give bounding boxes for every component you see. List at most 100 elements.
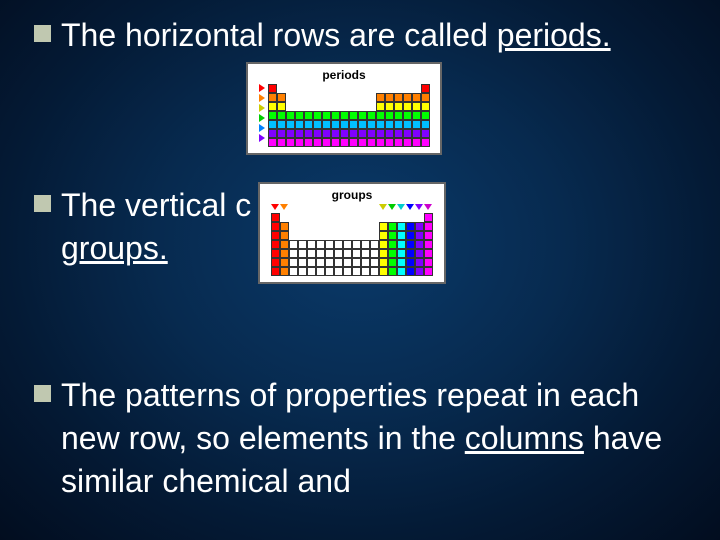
pt-cell xyxy=(385,111,394,120)
pt-cell xyxy=(277,138,286,147)
groups-grid-block xyxy=(271,204,433,276)
pt-cell xyxy=(406,231,415,240)
pt-cell xyxy=(376,138,385,147)
pt-row xyxy=(271,249,433,258)
pt-cell xyxy=(334,249,343,258)
pt-cell xyxy=(280,249,289,258)
pt-cell xyxy=(379,258,388,267)
pt-cell xyxy=(376,102,385,111)
pt-cell xyxy=(277,93,286,102)
pt-cell xyxy=(352,249,361,258)
pt-cell xyxy=(343,267,352,276)
arrow-down-icon xyxy=(397,204,405,210)
pt-cell xyxy=(379,249,388,258)
pt-cell xyxy=(340,129,349,138)
pt-cell xyxy=(322,84,331,93)
pt-cell xyxy=(361,240,370,249)
pt-cell xyxy=(313,102,322,111)
pt-cell xyxy=(406,249,415,258)
pt-row xyxy=(271,222,433,231)
pt-cell xyxy=(376,120,385,129)
pt-cell xyxy=(289,258,298,267)
pt-cell xyxy=(277,102,286,111)
pt-row xyxy=(268,111,430,120)
pt-cell xyxy=(406,222,415,231)
pt-cell xyxy=(424,258,433,267)
pt-cell xyxy=(358,102,367,111)
pt-cell xyxy=(289,222,298,231)
pt-cell xyxy=(325,231,334,240)
bullet-row: The horizontal rows are called periods. xyxy=(34,14,700,57)
pt-cell xyxy=(379,231,388,240)
pt-cell xyxy=(268,138,277,147)
pt-cell xyxy=(367,93,376,102)
pt-cell xyxy=(412,120,421,129)
pt-cell xyxy=(268,120,277,129)
pt-cell xyxy=(343,240,352,249)
pt-cell xyxy=(352,231,361,240)
pt-cell xyxy=(331,138,340,147)
pt-cell xyxy=(394,111,403,120)
pt-cell xyxy=(385,102,394,111)
pt-cell xyxy=(367,138,376,147)
pt-cell xyxy=(421,138,430,147)
pt-row xyxy=(268,84,430,93)
pt-cell xyxy=(322,93,331,102)
periods-grid xyxy=(268,84,430,147)
pt-cell xyxy=(370,240,379,249)
pt-cell xyxy=(412,84,421,93)
pt-cell xyxy=(280,240,289,249)
pt-cell xyxy=(376,129,385,138)
pt-cell xyxy=(352,258,361,267)
pt-cell xyxy=(388,231,397,240)
arrow-down-icon xyxy=(388,204,396,210)
pt-cell xyxy=(385,93,394,102)
pt-cell xyxy=(370,222,379,231)
pt-cell xyxy=(316,213,325,222)
pt-cell xyxy=(334,267,343,276)
pt-row xyxy=(271,267,433,276)
pt-cell xyxy=(394,93,403,102)
pt-row xyxy=(268,129,430,138)
pt-cell xyxy=(280,213,289,222)
pt-cell xyxy=(316,231,325,240)
pt-cell xyxy=(370,258,379,267)
pt-cell xyxy=(289,240,298,249)
pt-row xyxy=(268,102,430,111)
pt-cell xyxy=(358,129,367,138)
pt-cell xyxy=(304,120,313,129)
pt-cell xyxy=(271,240,280,249)
pt-cell xyxy=(304,93,313,102)
pt-cell xyxy=(421,93,430,102)
arrow-right-icon xyxy=(259,84,265,92)
pt-cell xyxy=(379,240,388,249)
bullet-icon xyxy=(34,25,51,42)
pt-cell xyxy=(340,102,349,111)
text-pre: The horizontal rows are called xyxy=(61,17,497,53)
pt-cell xyxy=(280,231,289,240)
pt-cell xyxy=(370,267,379,276)
arrow-right-icon xyxy=(259,124,265,132)
pt-cell xyxy=(295,93,304,102)
pt-row xyxy=(271,258,433,267)
text-emph: columns xyxy=(465,420,584,456)
pt-cell xyxy=(358,138,367,147)
pt-cell xyxy=(325,240,334,249)
pt-cell xyxy=(298,213,307,222)
pt-cell xyxy=(406,240,415,249)
pt-cell xyxy=(307,213,316,222)
pt-cell xyxy=(307,249,316,258)
pt-cell xyxy=(271,222,280,231)
pt-cell xyxy=(379,222,388,231)
pt-cell xyxy=(322,129,331,138)
pt-cell xyxy=(394,120,403,129)
pt-cell xyxy=(370,249,379,258)
text-emph: groups. xyxy=(61,230,168,266)
arrow-down-icon xyxy=(406,204,414,210)
pt-cell xyxy=(376,111,385,120)
pt-cell xyxy=(340,111,349,120)
bullet-section-2: The vertical c called groups. groups xyxy=(34,184,700,374)
pt-cell xyxy=(286,120,295,129)
pt-cell xyxy=(313,84,322,93)
pt-cell xyxy=(331,84,340,93)
